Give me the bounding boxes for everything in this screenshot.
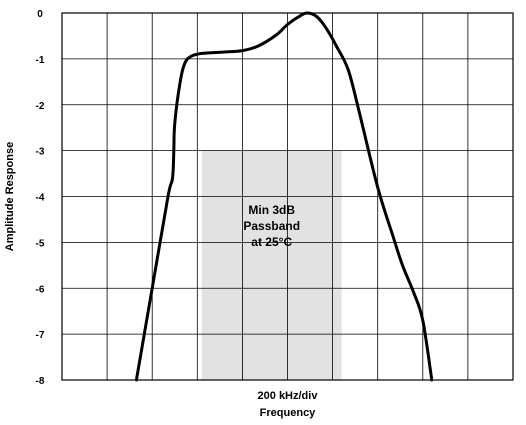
plot-frame: [61, 12, 514, 381]
y-tick-label: -8: [36, 376, 45, 387]
y-tick-label: -3: [36, 147, 45, 158]
y-tick-labels: 0 -1 -2 -3 -4 -5 -6 -7 -8: [36, 9, 45, 387]
y-tick-label: -6: [36, 284, 45, 295]
y-tick-label: -2: [36, 101, 45, 112]
passband-annotation: Min 3dB Passband at 25°C: [243, 203, 300, 249]
y-tick-label: -1: [36, 55, 45, 66]
passband-annotation-line: Min 3dB: [248, 203, 295, 217]
y-tick-label: -5: [36, 238, 45, 249]
y-axis-title: Amplitude Response: [4, 142, 16, 251]
response-curve: [134, 11, 434, 382]
x-axis-title: Frequency: [260, 407, 317, 419]
y-tick-label: -7: [36, 330, 45, 341]
passband-region: [201, 150, 342, 380]
x-axis-division-label: 200 kHz/div: [258, 390, 319, 402]
passband-annotation-line: Passband: [243, 219, 300, 233]
y-tick-label: 0: [37, 9, 43, 20]
y-tick-label: -4: [36, 193, 45, 204]
passband-annotation-line: at 25°C: [251, 235, 292, 249]
grid: [62, 13, 513, 380]
